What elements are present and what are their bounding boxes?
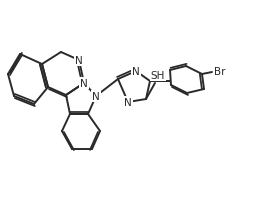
Text: SH: SH [151, 71, 165, 81]
Text: N: N [80, 79, 88, 89]
Text: N: N [92, 91, 100, 102]
Text: N: N [132, 67, 140, 77]
Text: Br: Br [214, 67, 226, 77]
Text: N: N [75, 56, 83, 66]
Text: N: N [124, 97, 132, 108]
